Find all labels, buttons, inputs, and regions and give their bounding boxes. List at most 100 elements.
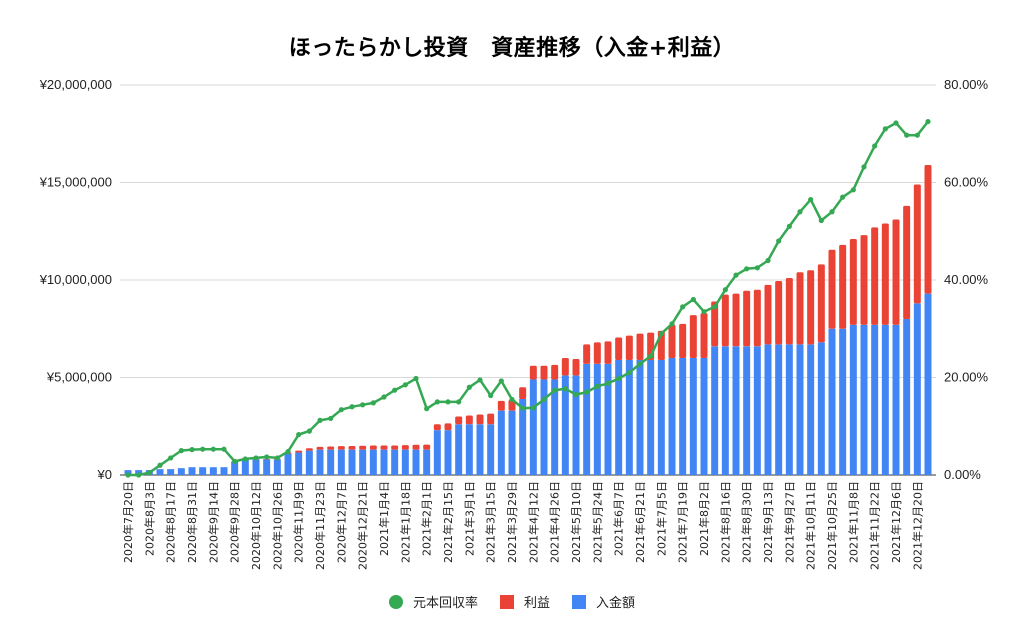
bar-deposit [604, 363, 612, 475]
line-point [466, 384, 472, 390]
x-tick-label: 2021年3月1日 [462, 481, 476, 556]
bar-profit [305, 448, 313, 451]
line-point [285, 449, 291, 455]
x-tick-label: 2020年12月7日 [334, 481, 348, 563]
bar-deposit [764, 344, 772, 475]
y2-tick-label: 40.00% [944, 272, 989, 287]
bar-profit [871, 227, 879, 325]
line-point [765, 257, 771, 264]
line-point [722, 287, 728, 293]
bar-profit [732, 293, 740, 347]
line-point [488, 392, 494, 399]
bar-deposit [252, 459, 260, 475]
bar-profit [497, 400, 505, 411]
line-point [840, 194, 846, 200]
line-point [424, 406, 430, 412]
line-point [136, 472, 142, 478]
line-point [669, 321, 675, 327]
x-tick-label: 2021年1月4日 [377, 481, 391, 556]
line-point [530, 405, 536, 411]
x-tick-label: 2021年2月1日 [420, 481, 434, 556]
x-axis: 2020年7月20日 2020年8月3日 2020年8月17日 2020年8月31日 2… [121, 481, 924, 570]
x-tick-label: 2020年10月12日 [249, 481, 263, 570]
legend-label: 利益 [523, 596, 550, 611]
bar-deposit [284, 453, 292, 475]
bar-deposit [871, 324, 879, 475]
bar-profit [529, 365, 537, 380]
bar-deposit [796, 344, 804, 475]
line-point [552, 387, 558, 393]
line-point [498, 378, 504, 384]
bar-deposit [636, 359, 644, 475]
bar-profit [444, 423, 452, 431]
bar-deposit [913, 303, 921, 475]
bar-deposit [785, 344, 793, 475]
bar-deposit [647, 359, 655, 475]
bar-profit [295, 450, 303, 453]
bar-deposit [529, 379, 537, 475]
line-point [786, 223, 792, 229]
bar-deposit [348, 449, 356, 475]
x-tick-label: 2020年11月23日 [313, 481, 327, 570]
line-point [189, 447, 195, 453]
x-tick-label: 2021年3月29日 [505, 481, 519, 563]
bar-profit [380, 445, 388, 450]
bar-profit [327, 446, 335, 450]
bar-profit [743, 290, 751, 347]
line-point [893, 120, 899, 126]
x-tick-label: 2020年9月28日 [228, 481, 242, 563]
bar-profit [369, 445, 377, 450]
x-tick-label: 2021年12月20日 [910, 481, 924, 570]
bar-deposit [892, 324, 900, 475]
x-tick-label: 2020年9月14日 [206, 481, 220, 563]
line-point [776, 238, 782, 244]
legend-marker-square-icon [572, 594, 586, 609]
line-point [221, 446, 227, 452]
bar-deposit [209, 467, 217, 475]
line-point [349, 404, 355, 410]
legend-marker-circle-icon [388, 594, 403, 609]
y2-tick-label: 0.00% [944, 467, 981, 482]
x-tick-label: 2021年4月12日 [526, 481, 540, 563]
legend-marker-square-icon [499, 594, 514, 609]
legend-item-profit[interactable]: 利益 [499, 592, 550, 611]
bar-profit [455, 416, 463, 425]
bar-deposit [924, 293, 932, 475]
legend-item-deposit[interactable]: 入金額 [572, 592, 635, 611]
bar-deposit [359, 449, 367, 475]
line-point [338, 407, 344, 413]
bar-deposit [572, 375, 580, 475]
bar-deposit [839, 328, 847, 475]
bar-deposit [177, 468, 185, 475]
legend-item-recovery-rate[interactable]: 元本回収率 [388, 592, 478, 611]
bar-deposit [903, 319, 911, 475]
line-point [317, 417, 323, 423]
bar-profit [700, 313, 708, 358]
bar-deposit [327, 449, 335, 475]
y-tick-label: ¥5,000,000 [46, 370, 112, 385]
bar-deposit [508, 410, 516, 475]
bar-profit [711, 301, 719, 347]
bar-deposit [455, 424, 463, 475]
bar-deposit [711, 346, 719, 475]
bar-profit [348, 445, 356, 450]
bar-profit [892, 219, 900, 325]
bar-profit [604, 341, 612, 364]
bar-deposit [540, 379, 548, 475]
x-tick-label: 2020年7月20日 [121, 481, 135, 563]
line-point [253, 455, 259, 461]
bar-profit [913, 184, 921, 304]
bar-profit [476, 414, 484, 425]
legend-label: 入金額 [596, 596, 636, 611]
bar-profit [903, 205, 911, 319]
bar-deposit [423, 449, 431, 475]
line-point [456, 399, 462, 405]
bar-deposit [316, 449, 324, 475]
bar-profit [625, 335, 633, 360]
x-tick-label: 2021年6月7日 [612, 481, 626, 556]
line-point [573, 391, 579, 398]
bar-deposit [881, 324, 889, 475]
bar-deposit [828, 328, 836, 475]
x-tick-label: 2021年10月11日 [804, 481, 818, 570]
bar-profit [721, 294, 729, 347]
